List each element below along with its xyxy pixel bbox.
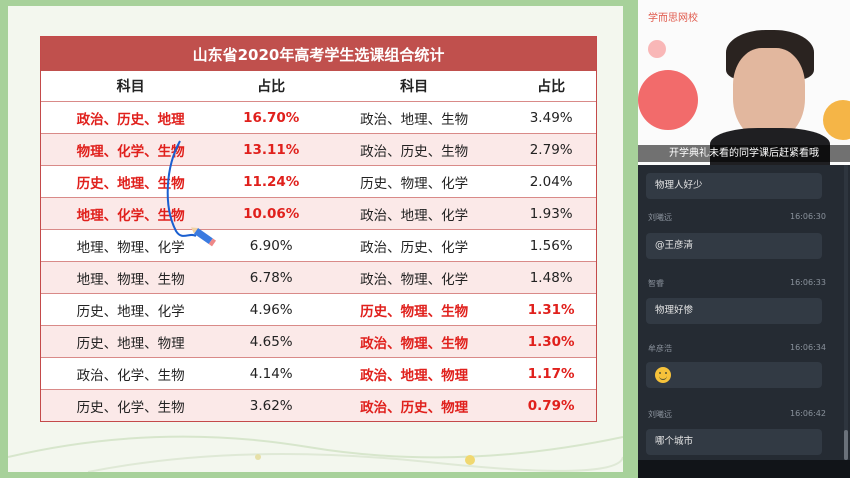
subject-left-cell: 物理、化学、生物: [76, 143, 185, 160]
chat-message: 物理好惨: [646, 298, 822, 324]
smile-emoji-icon: [655, 367, 671, 383]
ratio-right-cell: 1.56%: [529, 237, 573, 254]
chat-username: 刘曦远: [648, 410, 672, 419]
subject-right-cell: 政治、物理、生物: [360, 335, 469, 352]
ratio-left-cell: 4.65%: [249, 333, 293, 350]
chat-bottom-bar: [638, 460, 850, 478]
subject-left-cell: 历史、地理、化学: [76, 303, 185, 320]
ratio-right-cell: 1.48%: [529, 269, 573, 286]
chat-message: 哪个城市: [646, 429, 822, 455]
ratio-left-cell: 11.24%: [243, 173, 300, 190]
table-row: 历史、地理、物理 4.65% 政治、物理、生物 1.30%: [41, 325, 596, 357]
slide-canvas: 山东省2020年高考学生选课组合统计 科目 占比 科目 占比 政治、历史、地理 1…: [8, 6, 623, 472]
brand-logo: 学而思网校: [648, 13, 698, 24]
chat-message: @王彦清: [646, 233, 822, 259]
table-row: 政治、化学、生物 4.14% 政治、地理、物理 1.17%: [41, 357, 596, 389]
chat-panel[interactable]: 物理人好少刘曦远 16:06:30 @王彦清智睿 16:06:33 物理好惨牟彦浩 16:…: [638, 165, 850, 460]
chat-scrollbar[interactable]: [844, 165, 848, 460]
subject-right-cell: 历史、物理、生物: [360, 303, 469, 320]
ratio-left-cell: 4.96%: [249, 301, 293, 318]
decor-dot: [638, 70, 698, 130]
teacher-video[interactable]: 学而思网校 开学典礼未看的同学课后赶紧看哦: [638, 0, 850, 165]
table-row: 政治、历史、地理 16.70% 政治、地理、生物 3.49%: [41, 101, 596, 133]
table-row: 地理、物理、化学 6.90% 政治、历史、化学 1.56%: [41, 229, 596, 261]
subject-right-cell: 政治、历史、物理: [360, 399, 469, 416]
ratio-left-cell: 3.62%: [249, 397, 293, 414]
ratio-right-cell: 0.79%: [527, 397, 575, 414]
subject-left-cell: 历史、地理、生物: [76, 175, 185, 192]
chat-timestamp: 16:06:42: [790, 409, 826, 418]
live-sidebar: 学而思网校 开学典礼未看的同学课后赶紧看哦 物理人好少刘曦远 16:06:30 @王…: [638, 0, 850, 478]
ratio-right-cell: 2.04%: [529, 173, 573, 190]
ratio-right-cell: 1.31%: [527, 301, 575, 318]
header-subject-right: 科目: [400, 79, 429, 95]
table-row: 历史、地理、化学 4.96% 历史、物理、生物 1.31%: [41, 293, 596, 325]
slide-decoration: [8, 435, 623, 472]
video-caption: 开学典礼未看的同学课后赶紧看哦: [638, 145, 850, 162]
ratio-right-cell: 1.93%: [529, 205, 573, 222]
table-row: 地理、物理、生物 6.78% 政治、物理、化学 1.48%: [41, 261, 596, 293]
chat-username: 刘曦远: [648, 213, 672, 222]
subject-left-cell: 地理、物理、化学: [76, 239, 185, 256]
subject-left-cell: 政治、化学、生物: [76, 367, 185, 384]
chat-timestamp: 16:06:33: [790, 278, 826, 287]
subject-left-cell: 历史、化学、生物: [76, 399, 185, 416]
chat-timestamp: 16:06:34: [790, 343, 826, 352]
ratio-right-cell: 3.49%: [529, 109, 573, 126]
subject-left-cell: 地理、物理、生物: [76, 271, 185, 288]
ratio-left-cell: 6.78%: [249, 269, 293, 286]
subject-right-cell: 政治、历史、化学: [360, 239, 469, 256]
ratio-right-cell: 2.79%: [529, 141, 573, 158]
subject-left-cell: 历史、地理、物理: [76, 335, 185, 352]
decor-dot: [648, 40, 666, 58]
chat-username: 牟彦浩: [648, 344, 672, 353]
table-row: 物理、化学、生物 13.11% 政治、历史、生物 2.79%: [41, 133, 596, 165]
ratio-left-cell: 4.14%: [249, 365, 293, 382]
table-header-row: 科目 占比 科目 占比: [41, 71, 596, 101]
ratio-left-cell: 6.90%: [249, 237, 293, 254]
chat-username: 智睿: [648, 279, 664, 288]
subject-right-cell: 历史、物理、化学: [360, 175, 469, 192]
ratio-right-cell: 1.17%: [527, 365, 575, 382]
subject-right-cell: 政治、地理、物理: [360, 367, 469, 384]
ratio-left-cell: 13.11%: [243, 141, 300, 158]
course-selection-table: 山东省2020年高考学生选课组合统计 科目 占比 科目 占比 政治、历史、地理 1…: [40, 36, 597, 422]
teacher-face: [733, 48, 805, 140]
table-row: 历史、化学、生物 3.62% 政治、历史、物理 0.79%: [41, 389, 596, 421]
subject-right-cell: 政治、历史、生物: [360, 143, 469, 160]
courseware-stage: 山东省2020年高考学生选课组合统计 科目 占比 科目 占比 政治、历史、地理 1…: [8, 6, 623, 472]
ratio-right-cell: 1.30%: [527, 333, 575, 350]
subject-right-cell: 政治、地理、化学: [360, 207, 469, 224]
table-row: 历史、地理、生物 11.24% 历史、物理、化学 2.04%: [41, 165, 596, 197]
pen-annotation: [166, 140, 217, 247]
subject-left-cell: 政治、历史、地理: [76, 111, 185, 128]
subject-right-cell: 政治、物理、化学: [360, 271, 469, 288]
ratio-left-cell: 10.06%: [243, 205, 300, 222]
header-ratio-left: 占比: [257, 79, 286, 95]
table-title: 山东省2020年高考学生选课组合统计: [41, 37, 596, 71]
ratio-left-cell: 16.70%: [243, 109, 300, 126]
chat-message: 物理人好少: [646, 173, 822, 199]
header-ratio-right: 占比: [537, 79, 566, 95]
table-row: 地理、化学、生物 10.06% 政治、地理、化学 1.93%: [41, 197, 596, 229]
scrollbar-thumb[interactable]: [844, 430, 848, 460]
subject-left-cell: 地理、化学、生物: [76, 207, 185, 224]
header-subject-left: 科目: [116, 79, 145, 95]
pencil-icon: [191, 227, 217, 247]
subject-right-cell: 政治、地理、生物: [360, 111, 469, 128]
chat-message: [646, 362, 822, 388]
chat-timestamp: 16:06:30: [790, 212, 826, 221]
decor-dot: [823, 100, 850, 140]
